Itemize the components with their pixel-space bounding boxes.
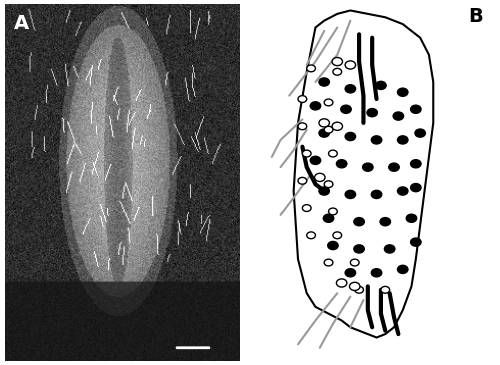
Circle shape xyxy=(367,108,378,117)
Circle shape xyxy=(324,99,333,106)
Polygon shape xyxy=(294,11,434,338)
Circle shape xyxy=(376,81,386,89)
Circle shape xyxy=(314,173,325,181)
Circle shape xyxy=(362,163,373,171)
Circle shape xyxy=(398,88,408,96)
Circle shape xyxy=(302,150,311,157)
Circle shape xyxy=(389,163,399,171)
Circle shape xyxy=(319,78,330,86)
Circle shape xyxy=(380,218,390,226)
Circle shape xyxy=(333,68,342,75)
Circle shape xyxy=(302,205,311,211)
Circle shape xyxy=(298,123,306,130)
Circle shape xyxy=(328,241,338,250)
Circle shape xyxy=(410,105,421,114)
Circle shape xyxy=(410,160,421,168)
Circle shape xyxy=(410,184,421,192)
Circle shape xyxy=(381,287,390,293)
Circle shape xyxy=(341,105,351,114)
Circle shape xyxy=(298,96,306,103)
Circle shape xyxy=(372,269,382,277)
Circle shape xyxy=(324,259,333,266)
Circle shape xyxy=(324,126,333,133)
Circle shape xyxy=(332,122,342,130)
Circle shape xyxy=(310,156,320,165)
Circle shape xyxy=(384,245,395,253)
Circle shape xyxy=(328,150,338,157)
Circle shape xyxy=(345,61,356,69)
Polygon shape xyxy=(316,38,434,338)
Circle shape xyxy=(333,232,342,239)
Circle shape xyxy=(332,57,342,66)
Circle shape xyxy=(393,112,404,120)
Circle shape xyxy=(345,190,356,199)
Circle shape xyxy=(345,132,356,141)
Circle shape xyxy=(336,279,347,287)
Circle shape xyxy=(319,129,330,137)
Circle shape xyxy=(319,187,330,195)
Circle shape xyxy=(410,238,421,246)
Circle shape xyxy=(345,85,356,93)
Circle shape xyxy=(354,245,364,253)
Circle shape xyxy=(354,287,364,293)
Circle shape xyxy=(345,269,356,277)
Circle shape xyxy=(306,65,316,72)
Text: A: A xyxy=(14,14,30,33)
Circle shape xyxy=(306,232,316,239)
Circle shape xyxy=(372,136,382,144)
Text: B: B xyxy=(468,7,483,26)
Circle shape xyxy=(298,177,306,184)
Circle shape xyxy=(324,181,333,188)
Circle shape xyxy=(398,136,408,144)
Circle shape xyxy=(328,208,338,215)
Circle shape xyxy=(319,119,330,127)
Circle shape xyxy=(310,102,320,110)
Circle shape xyxy=(415,129,426,137)
Circle shape xyxy=(350,259,359,266)
Circle shape xyxy=(398,187,408,195)
Circle shape xyxy=(350,282,360,291)
Circle shape xyxy=(354,218,364,226)
Circle shape xyxy=(398,265,408,273)
Circle shape xyxy=(406,214,416,222)
Circle shape xyxy=(336,160,347,168)
Circle shape xyxy=(324,214,334,222)
Circle shape xyxy=(372,190,382,199)
